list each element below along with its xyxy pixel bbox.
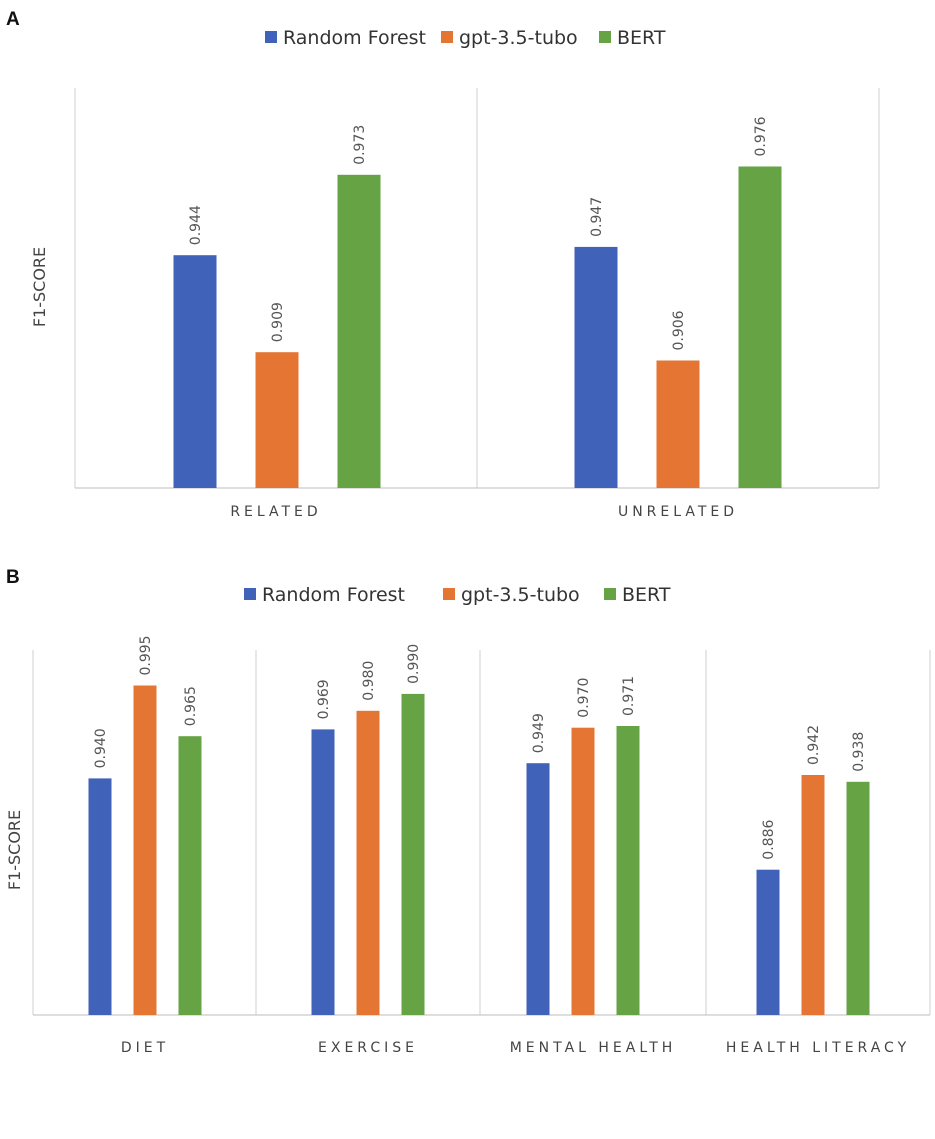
data-label-related-random-forest: 0.944 [188, 205, 204, 245]
data-label-health-literacy-bert: 0.938 [851, 732, 867, 772]
panel-a-legend: Random Forest gpt-3.5-tubo BERT [265, 27, 666, 49]
panel-a: A Random Forest gpt-3.5-tubo BERT F1-SCO… [6, 9, 880, 520]
data-label-unrelated-bert: 0.976 [753, 116, 769, 156]
data-label-diet-bert: 0.965 [183, 686, 199, 726]
panel-a-category-unrelated: UNRELATED [618, 504, 738, 520]
legend-label-random-forest: Random Forest [262, 584, 405, 606]
panel-b-y-axis-label: F1-SCORE [5, 810, 24, 890]
panel-b-category-mental-health: MENTAL HEALTH [510, 1040, 677, 1056]
bar-diet-bert [178, 736, 202, 1015]
bar-unrelated-gpt-3-5-tubo [656, 360, 700, 488]
panel-b: B Random Forest gpt-3.5-tubo BERT F1-SCO… [5, 567, 931, 1056]
panel-b-category-exercise: EXERCISE [318, 1040, 418, 1056]
bar-diet-random-forest [88, 778, 112, 1015]
legend-swatch-random-forest [265, 31, 277, 43]
legend-swatch-random-forest [244, 588, 256, 600]
bar-health-literacy-gpt-3-5-tubo [801, 775, 825, 1015]
panel-a-bars: 0.944 0.909 0.973 0.947 0.906 0.976 [173, 116, 782, 489]
data-label-mental-health-random-forest: 0.949 [531, 713, 547, 753]
data-label-mental-health-bert: 0.971 [621, 676, 637, 716]
panel-a-y-axis-label: F1-SCORE [30, 247, 49, 327]
panel-a-category-related: RELATED [230, 504, 321, 520]
legend-label-random-forest: Random Forest [283, 27, 426, 49]
legend-label-gpt: gpt-3.5-tubo [459, 27, 578, 49]
bar-unrelated-random-forest [574, 246, 618, 488]
data-label-health-literacy-gpt-3-5-tubo: 0.942 [806, 725, 822, 765]
legend-label-bert: BERT [617, 27, 666, 49]
bar-exercise-gpt-3-5-tubo [356, 710, 380, 1015]
data-label-related-gpt-3-5-tubo: 0.909 [270, 302, 286, 342]
panel-b-category-diet: DIET [121, 1040, 169, 1056]
panel-b-bars: 0.940 0.995 0.965 0.969 0.980 0.990 0.949 0.970… [88, 635, 870, 1015]
data-label-unrelated-random-forest: 0.947 [589, 197, 605, 237]
bar-exercise-random-forest [311, 729, 335, 1015]
legend-swatch-gpt [441, 31, 453, 43]
panel-b-category-health-literacy: HEALTH LITERACY [726, 1040, 910, 1056]
bar-unrelated-bert [738, 166, 782, 488]
bar-mental-health-random-forest [526, 763, 550, 1015]
bar-mental-health-gpt-3-5-tubo [571, 727, 595, 1015]
data-label-exercise-gpt-3-5-tubo: 0.980 [361, 661, 377, 701]
data-label-related-bert: 0.973 [352, 125, 368, 165]
data-label-unrelated-gpt-3-5-tubo: 0.906 [671, 310, 687, 350]
bar-related-random-forest [173, 255, 217, 488]
bar-diet-gpt-3-5-tubo [133, 685, 157, 1015]
data-label-diet-gpt-3-5-tubo: 0.995 [138, 635, 154, 675]
data-label-health-literacy-random-forest: 0.886 [761, 820, 777, 860]
data-label-exercise-random-forest: 0.969 [316, 679, 332, 719]
bar-related-gpt-3-5-tubo [255, 352, 299, 488]
legend-swatch-bert [604, 588, 616, 600]
legend-swatch-bert [599, 31, 611, 43]
data-label-diet-random-forest: 0.940 [93, 728, 109, 768]
data-label-exercise-bert: 0.990 [406, 644, 422, 684]
panel-b-legend: Random Forest gpt-3.5-tubo BERT [244, 584, 671, 606]
bar-health-literacy-bert [846, 781, 870, 1015]
bar-mental-health-bert [616, 726, 640, 1015]
bar-related-bert [337, 174, 381, 489]
bar-health-literacy-random-forest [756, 869, 780, 1015]
data-label-mental-health-gpt-3-5-tubo: 0.970 [576, 678, 592, 718]
panel-a-letter: A [6, 9, 20, 30]
bar-exercise-bert [401, 693, 425, 1015]
legend-label-gpt: gpt-3.5-tubo [461, 584, 580, 606]
legend-swatch-gpt [443, 588, 455, 600]
legend-label-bert: BERT [622, 584, 671, 606]
panel-b-letter: B [6, 567, 20, 588]
